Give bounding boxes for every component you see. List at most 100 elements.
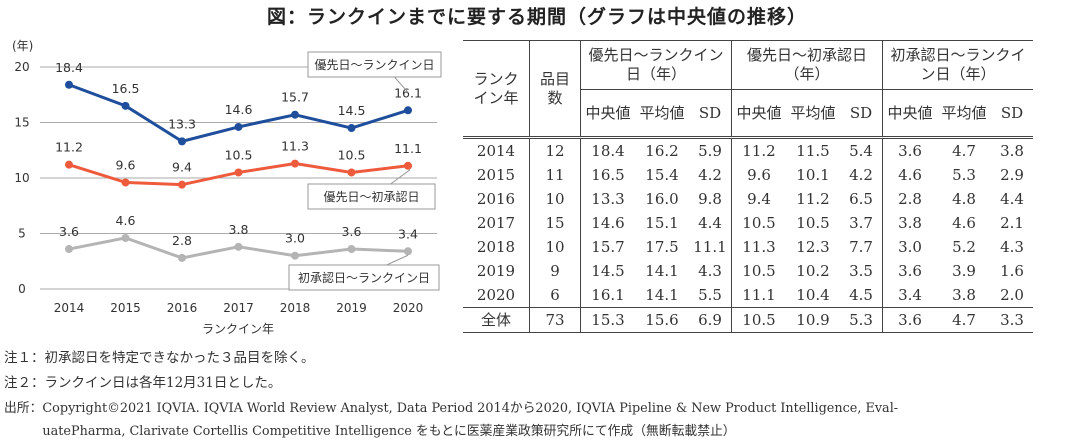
data-point — [121, 178, 130, 187]
data-point — [65, 80, 73, 89]
table-cell: 16.2 — [635, 136, 689, 163]
table-cell: 2019 — [476, 262, 516, 280]
x-tick-label: 2017 — [223, 301, 254, 315]
group-header-1: 優先日～ランクイン日（年） — [580, 40, 732, 90]
y-tick-label: 15 — [14, 116, 29, 130]
subheader: 平均値 — [786, 89, 840, 138]
table-cell: 6.9 — [689, 307, 732, 333]
y-tick-label: 10 — [14, 171, 29, 185]
data-label: 4.6 — [116, 213, 136, 228]
table-cell: 11.2 — [731, 136, 786, 163]
table-cell: 12 — [529, 136, 581, 163]
table-cell: 2.1 — [1000, 214, 1024, 232]
table-cell: 全体 — [463, 307, 530, 333]
data-point — [291, 110, 299, 119]
table-cell: 3.6 — [882, 307, 937, 333]
subheader: 中央値 — [882, 89, 937, 138]
table-cell: 4.7 — [937, 307, 991, 333]
data-label: 10.5 — [338, 147, 366, 162]
data-point — [404, 161, 412, 170]
table-cell: 3.9 — [952, 262, 976, 280]
x-tick-label: 2020 — [393, 301, 424, 315]
data-label: 11.2 — [55, 140, 83, 155]
table-cell: 3.8 — [952, 286, 976, 304]
data-label: 14.5 — [338, 103, 366, 118]
table-cell: 11.5 — [786, 136, 840, 163]
data-point — [178, 137, 186, 146]
x-tick-label: 2015 — [110, 301, 141, 315]
note-1: 注１：初承認日を特定できなかった３品目を除く。 — [4, 350, 315, 366]
source-line-2: uatePharma, Clarivate Cortellis Competit… — [4, 424, 736, 439]
table-cell: 5.3 — [952, 166, 976, 184]
subheader: 平均値 — [937, 89, 991, 138]
data-point — [291, 251, 299, 260]
table-cell: 15 — [529, 211, 581, 235]
table-row: 全体 73 15.3 15.6 6.9 10.5 10.9 5.3 3.6 4.7 3.3 — [463, 307, 1033, 333]
data-label: 2.8 — [172, 233, 192, 248]
data-label: 16.1 — [394, 85, 422, 100]
table-cell: 10.5 — [731, 211, 786, 235]
table-cell: 5.9 — [689, 136, 732, 163]
data-label: 11.1 — [394, 141, 422, 156]
col-count-header: 品目数 — [529, 40, 581, 138]
table-cell: 4.4 — [1000, 190, 1024, 208]
x-tick-label: 2019 — [336, 301, 367, 315]
data-point — [178, 180, 186, 189]
table-cell: 3.6 — [882, 136, 937, 163]
table-cell: 18.4 — [580, 136, 635, 163]
table-cell: 2018 — [476, 238, 516, 256]
table-cell: 15.1 — [645, 214, 679, 232]
table-cell: 10.2 — [796, 262, 830, 280]
table-cell: 3.3 — [991, 307, 1033, 333]
x-tick-label: 2018 — [280, 301, 311, 315]
table-cell: 5.2 — [952, 238, 976, 256]
table-cell: 4.7 — [937, 136, 991, 163]
data-label: 3.6 — [342, 224, 362, 239]
table-cell: 2017 — [476, 214, 516, 232]
data-label: 3.4 — [398, 226, 418, 241]
table-cell: 7.7 — [849, 238, 873, 256]
table-cell: 15.3 — [580, 307, 635, 333]
table-cell: 6.5 — [849, 190, 873, 208]
table-cell: 10.9 — [786, 307, 840, 333]
table-cell: 2015 — [476, 166, 516, 184]
table-cell: 4.4 — [698, 214, 722, 232]
table-cell: 3.6 — [882, 259, 937, 283]
table-cell: 16.5 — [580, 163, 635, 187]
table-cell: 5.4 — [840, 136, 883, 163]
legend-label: 優先日～ランクイン日 — [314, 58, 434, 72]
data-label: 3.8 — [229, 222, 249, 237]
summary-table: ランクイン年 品目数 優先日～ランクイン日（年） 優先日～初承認日（年） 初承認… — [463, 40, 1033, 333]
table-cell: 9.4 — [731, 187, 786, 211]
data-point — [121, 233, 130, 242]
subheader: SD — [840, 89, 883, 138]
table-cell: 4.6 — [882, 163, 937, 187]
data-point — [121, 101, 130, 110]
table-cell: 4.2 — [849, 166, 873, 184]
table-cell: 15.4 — [645, 166, 679, 184]
table-cell: 11.1 — [731, 283, 786, 308]
table-cell: 4.8 — [952, 190, 976, 208]
table-cell: 6 — [529, 283, 581, 308]
table-cell: 3.8 — [882, 211, 937, 235]
table-cell: 10 — [529, 235, 581, 259]
subheader: 中央値 — [731, 89, 786, 138]
table-cell: 5.5 — [698, 286, 722, 304]
data-point — [178, 253, 186, 262]
table-cell: 11 — [529, 163, 581, 187]
table-cell: 9.6 — [731, 163, 786, 187]
data-label: 10.5 — [225, 147, 253, 162]
y-tick-label: 0 — [18, 282, 26, 296]
data-label: 11.3 — [281, 139, 309, 154]
data-point — [404, 106, 412, 115]
legend-leader — [386, 254, 409, 266]
note-2: 注２：ランクイン日は各年12月31日とした。 — [4, 375, 282, 391]
subheader: 中央値 — [580, 89, 635, 138]
table-cell: 2014 — [463, 136, 530, 163]
data-label: 13.3 — [168, 116, 196, 131]
legend-label: 初承認日～ランクイン日 — [298, 270, 430, 285]
x-tick-label: 2014 — [54, 301, 85, 315]
data-point — [65, 245, 73, 254]
legend-box — [288, 264, 440, 291]
table-cell: 14.1 — [645, 262, 679, 280]
